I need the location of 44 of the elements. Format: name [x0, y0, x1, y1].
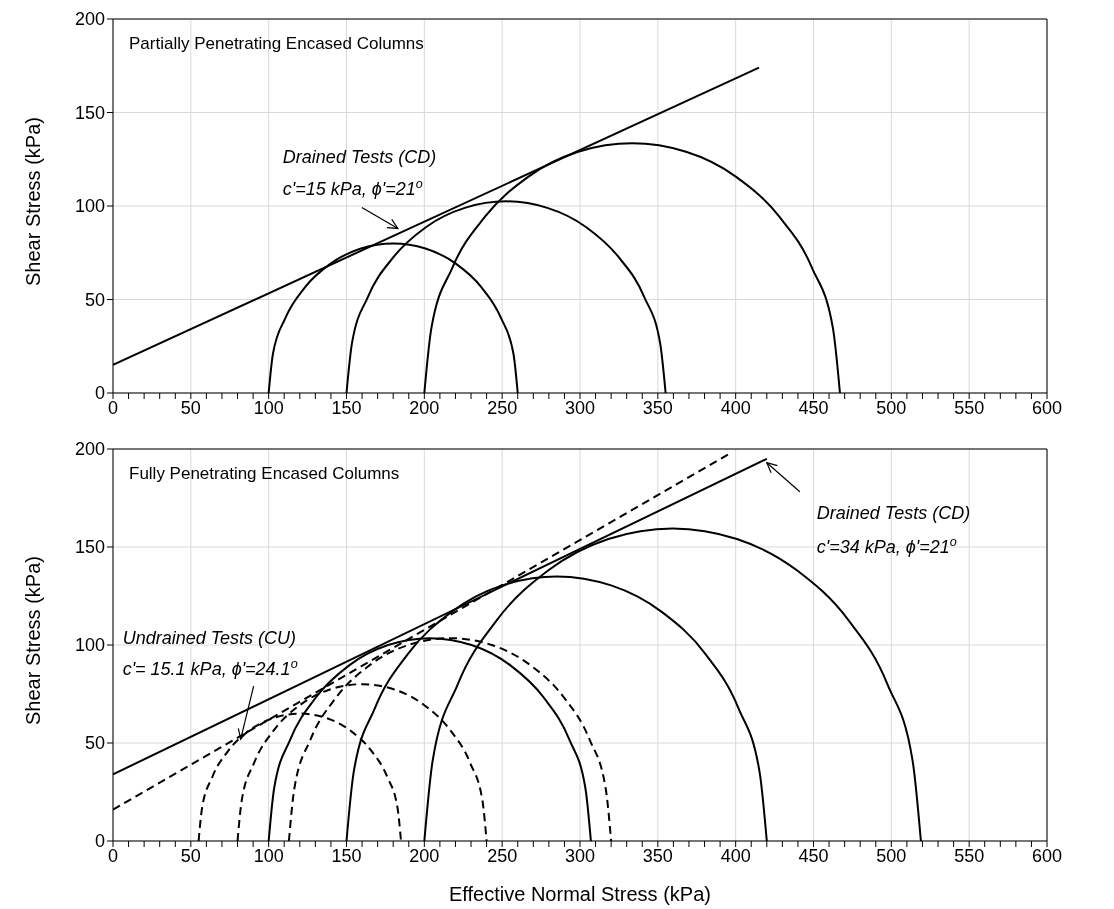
y-tick-label: 200	[74, 9, 105, 30]
x-tick-label: 300	[564, 397, 596, 418]
x-tick-label: 350	[642, 845, 673, 866]
x-tick-label: 100	[253, 397, 284, 418]
x-tick-label: 400	[720, 397, 751, 418]
x-tick-label: 550	[954, 397, 985, 418]
annotation: Undrained Tests (CU) c'= 15.1 kPa, ϕ'=24.1$^{o}$	[122, 628, 298, 680]
x-tick-label: 600	[1031, 397, 1063, 418]
x-tick-label: 0	[107, 397, 119, 418]
x-tick-label: 150	[331, 845, 362, 866]
x-axis-title: Effective Normal Stress (kPa)	[449, 883, 711, 905]
y-axis-title: Shear Stress (kPa)	[22, 556, 45, 725]
x-tick-label: 600	[1031, 845, 1063, 866]
x-tick-label: 450	[798, 397, 829, 418]
x-tick-label: 550	[954, 845, 985, 866]
y-tick-label: 0	[94, 831, 105, 852]
y-tick-label: 0	[94, 383, 105, 404]
y-tick-label: 100	[74, 196, 105, 217]
x-tick-label: 50	[180, 397, 201, 418]
x-tick-label: 500	[876, 397, 907, 418]
y-tick-label: 100	[74, 635, 105, 656]
x-tick-label: 350	[642, 397, 673, 418]
x-tick-label: 300	[564, 845, 596, 866]
x-tick-label: 200	[409, 845, 440, 866]
annotation: Drained Tests (CD) c'=15 kPa, ϕ'=21$^{o}$	[282, 147, 437, 200]
annotation: Fully Penetrating Encased Columns	[129, 464, 400, 483]
x-tick-label: 0	[107, 845, 119, 866]
x-tick-label: 450	[798, 845, 829, 866]
x-tick-label: 400	[720, 845, 751, 866]
y-tick-label: 50	[84, 289, 105, 310]
annotation: Partially Penetrating Encased Columns	[129, 34, 424, 53]
x-tick-label: 50	[180, 845, 201, 866]
annotation: Drained Tests (CD) c'=34 kPa, ϕ'=21$^{o}$	[816, 502, 971, 557]
y-tick-label: 150	[74, 102, 105, 123]
x-tick-label: 500	[876, 845, 907, 866]
x-tick-label: 150	[331, 397, 362, 418]
x-tick-label: 200	[409, 397, 440, 418]
y-tick-label: 50	[84, 733, 105, 754]
y-axis-title: Shear Stress (kPa)	[22, 117, 45, 286]
x-tick-label: 250	[487, 845, 518, 866]
y-tick-label: 150	[74, 537, 105, 558]
y-tick-label: 200	[74, 439, 105, 460]
x-tick-label: 250	[487, 397, 518, 418]
x-tick-label: 100	[253, 845, 284, 866]
